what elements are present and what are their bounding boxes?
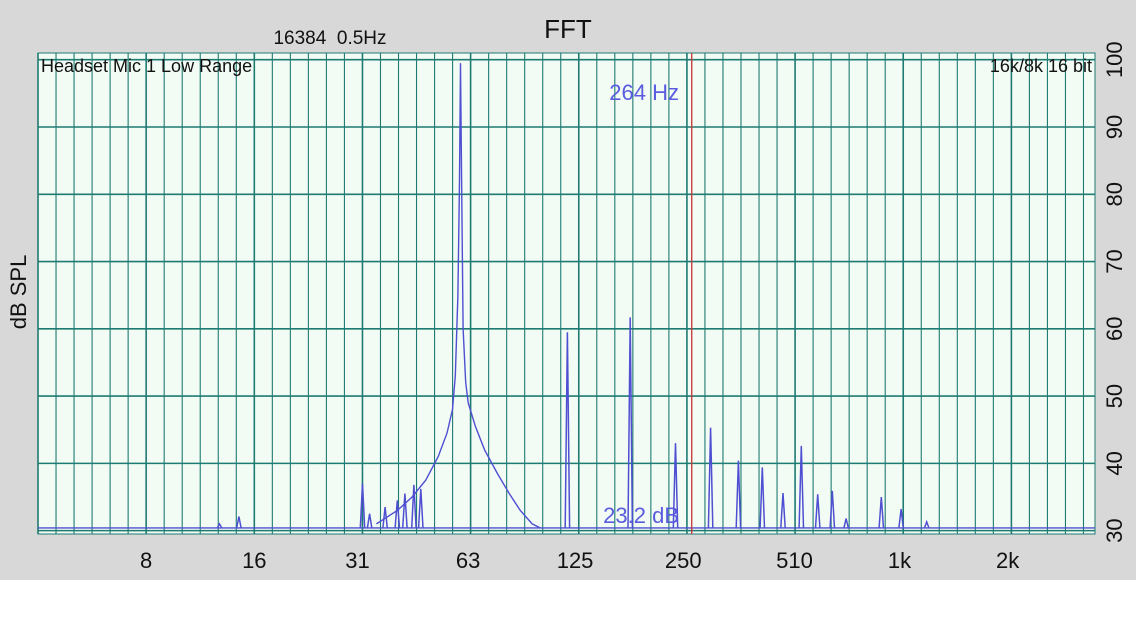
x-tick-label: 63 — [456, 548, 480, 573]
x-tick-label: 250 — [665, 548, 702, 573]
fft-size-resolution: 16384 0.5Hz — [273, 28, 386, 49]
spectral-peak — [417, 488, 424, 528]
spectral-peak — [627, 317, 634, 528]
plot-border — [37, 52, 1096, 535]
vertical-gridlines — [37, 53, 1085, 534]
chart-title: FFT — [544, 14, 592, 44]
device-label: Headset Mic 1 Low Range — [41, 56, 252, 76]
y-tick-label: 50 — [1102, 384, 1127, 408]
spectral-peak — [235, 516, 242, 529]
spectral-peak — [359, 483, 366, 528]
spectral-peak — [898, 509, 905, 528]
spectral-peak — [798, 445, 805, 528]
cursor-level-readout: 23.2 dB — [603, 503, 679, 528]
spectral-peak — [394, 500, 401, 528]
x-tick-label: 125 — [557, 548, 594, 573]
spectral-peak — [707, 427, 714, 528]
broadband-peak-trace — [376, 63, 541, 529]
horizontal-gridlines — [37, 52, 1096, 535]
x-tick-label: 510 — [776, 548, 813, 573]
y-tick-label: 100 — [1102, 41, 1127, 78]
spectral-peak — [564, 332, 571, 528]
x-tick-label: 31 — [345, 548, 369, 573]
format-label: 16k/8k 16 bit — [990, 56, 1092, 76]
x-axis-tick-labels: 8 16 31 63 125 250 510 1k 2k — [140, 548, 1020, 573]
y-axis-label: dB SPL — [6, 255, 31, 330]
y-tick-label: 90 — [1102, 115, 1127, 139]
y-tick-label: 60 — [1102, 317, 1127, 341]
cursor-frequency-readout: 264 Hz — [609, 80, 679, 105]
spectral-peak — [735, 460, 742, 528]
x-tick-label: 1k — [888, 548, 912, 573]
spectral-peak — [843, 518, 850, 529]
spectrum-series — [38, 63, 1095, 529]
fft-chart: FFT 16384 0.5Hz Headset Mic 1 Low Range … — [6, 14, 1127, 573]
spectral-peak — [382, 507, 389, 528]
spectral-peak — [410, 484, 417, 528]
spectral-peak — [216, 522, 223, 529]
spectral-peak — [814, 494, 821, 528]
y-tick-label: 30 — [1102, 518, 1127, 542]
spectral-peak — [672, 443, 679, 528]
spectral-peak — [829, 490, 836, 528]
spectral-peak — [780, 492, 786, 528]
spectral-peak — [401, 493, 408, 528]
y-tick-label: 80 — [1102, 182, 1127, 206]
x-tick-label: 2k — [996, 548, 1020, 573]
spectral-peak — [878, 496, 885, 528]
spectral-peak — [759, 467, 766, 528]
y-axis-tick-labels: 30 40 50 60 70 80 90 100 — [1102, 41, 1127, 543]
x-tick-label: 16 — [242, 548, 266, 573]
y-tick-label: 40 — [1102, 451, 1127, 475]
spectral-peak — [366, 513, 373, 529]
y-tick-label: 70 — [1102, 249, 1127, 273]
x-tick-label: 8 — [140, 548, 152, 573]
spectral-peak — [923, 519, 930, 529]
